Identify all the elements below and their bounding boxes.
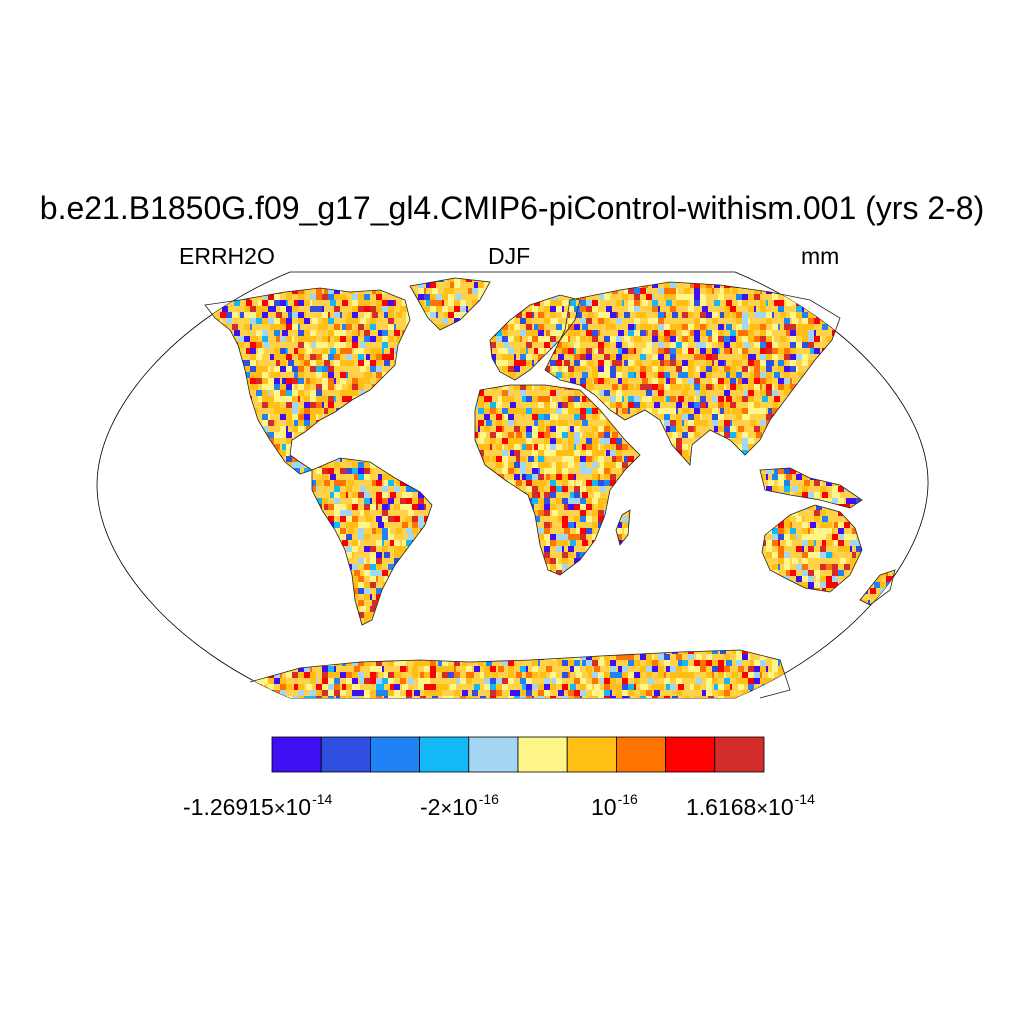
colorbar-label-max: 1.6168×10-14 xyxy=(686,791,815,820)
map-globe xyxy=(96,271,929,699)
colorbar-box xyxy=(616,736,667,773)
plot-title: b.e21.B1850G.f09_g17_gl4.CMIP6-piControl… xyxy=(39,190,985,226)
colorbar-box xyxy=(714,736,765,773)
colorbar-label-high: 10-16 xyxy=(591,791,638,820)
colorbar-box xyxy=(566,736,617,773)
colorbar-box xyxy=(419,736,470,773)
coastlines xyxy=(204,277,896,699)
colorbar-label-low: -2×10-16 xyxy=(420,791,499,820)
colorbar-box xyxy=(369,736,420,773)
colorbar-box xyxy=(665,736,716,773)
colorbar-box xyxy=(271,736,322,773)
variable-name: ERRH2O xyxy=(179,243,275,269)
colorbar-box xyxy=(517,736,568,773)
colorbar xyxy=(271,736,765,773)
units-label: mm xyxy=(801,243,840,269)
colorbar-box xyxy=(468,736,519,773)
season-label: DJF xyxy=(488,243,531,269)
colorbar-label-min: -1.26915×10-14 xyxy=(183,791,333,820)
colorbar-box xyxy=(320,736,371,773)
